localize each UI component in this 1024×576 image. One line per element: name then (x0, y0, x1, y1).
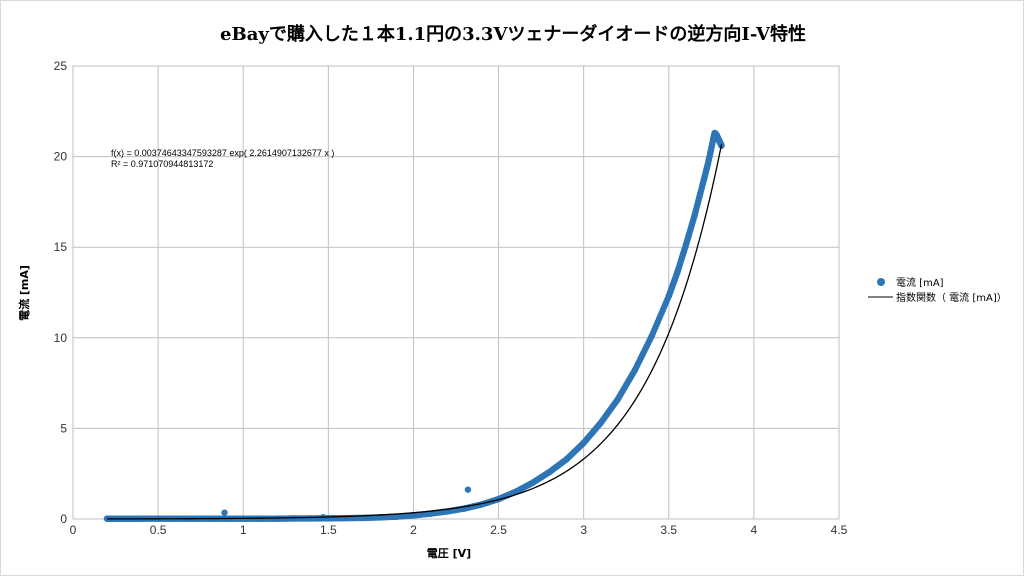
x-axis-label: 電圧 [V] (427, 547, 471, 560)
y-tick-label: 10 (54, 331, 68, 345)
exponential-fit-line (107, 144, 723, 520)
data-point (325, 515, 332, 522)
x-tick-label: 3 (580, 523, 587, 537)
y-axis-ticks: 0 5 10 15 20 25 (54, 59, 68, 526)
data-point (709, 137, 717, 144)
data-point (291, 515, 298, 522)
data-point (274, 515, 281, 522)
legend: 電流 [mA] 指数関数（ 電流 [mA]） (868, 276, 1007, 304)
legend-label-fit: 指数関数（ 電流 [mA]） (896, 291, 1007, 304)
data-point (704, 160, 712, 168)
x-tick-label: 3.5 (660, 523, 677, 537)
y-tick-label: 25 (54, 59, 68, 73)
y-tick-label: 5 (60, 421, 67, 435)
y-tick-label: 0 (60, 512, 67, 526)
fit-equation: f(x) = 0.00374643347593287 exp( 2.261490… (111, 148, 334, 158)
data-point (682, 242, 689, 249)
data-point (631, 367, 638, 374)
grid-lines (72, 65, 840, 520)
data-point (410, 512, 417, 519)
x-tick-label: 2 (410, 523, 417, 537)
data-point (614, 396, 621, 403)
data-point (699, 180, 707, 187)
data-point (221, 509, 228, 516)
data-point (308, 515, 315, 522)
x-tick-label: 1 (240, 523, 247, 537)
plot-area-border (72, 65, 840, 520)
data-point (376, 514, 383, 521)
x-tick-label: 4 (751, 523, 758, 537)
x-tick-label: 0 (70, 523, 77, 537)
y-tick-label: 15 (54, 240, 68, 254)
r-squared: R² = 0.971070944813172 (111, 159, 213, 169)
legend-marker-scatter (877, 278, 885, 286)
x-tick-label: 0.5 (150, 523, 167, 537)
data-point (546, 468, 553, 476)
data-point (529, 479, 536, 486)
chart-title: eBayで購入した１本1.1円の3.3Vツェナーダイオードの逆方向I-V特性 (220, 23, 806, 45)
data-point (674, 269, 681, 276)
data-point (580, 439, 587, 447)
x-tick-label: 1.5 (320, 523, 337, 537)
data-point (393, 513, 400, 520)
data-point (464, 486, 472, 493)
legend-label-scatter: 電流 [mA] (896, 276, 944, 289)
y-axis-label: 電流 [mA] (17, 265, 31, 321)
x-tick-label: 4.5 (831, 523, 848, 537)
data-point (563, 456, 570, 463)
scatter-series (103, 129, 725, 522)
x-axis-ticks: 0 0.5 1 1.5 2 2.5 3 3.5 4 4.5 (70, 523, 848, 537)
data-point (691, 213, 698, 220)
data-point (648, 332, 655, 340)
data-point (597, 419, 604, 427)
x-tick-label: 2.5 (490, 523, 507, 537)
data-point (665, 292, 672, 300)
y-tick-label: 20 (54, 150, 68, 164)
data-point (512, 488, 519, 496)
